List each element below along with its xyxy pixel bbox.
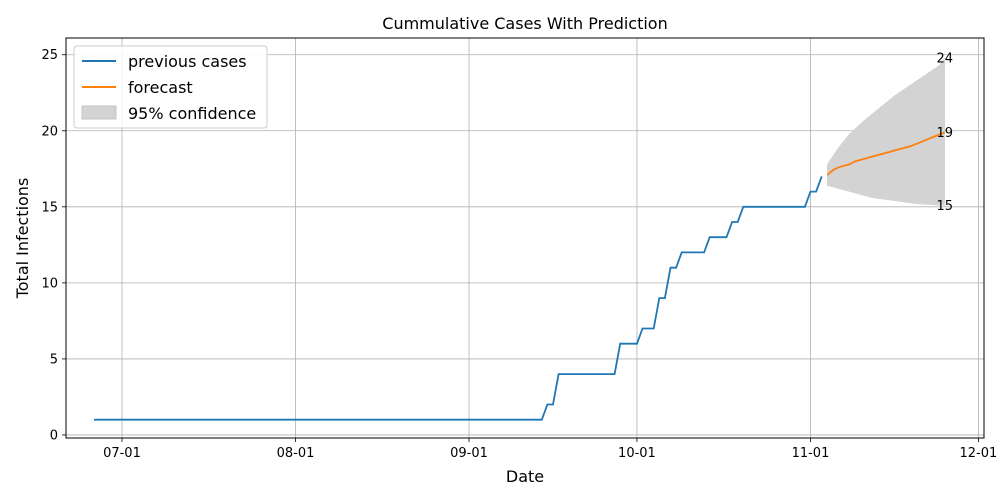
x-axis-ticks: 07-01 08-01 09-01 10-01 11-01 12-01	[103, 438, 997, 461]
legend-label-forecast: forecast	[128, 78, 193, 97]
y-tick-label: 10	[41, 276, 58, 291]
annotations: 24 19 15	[937, 51, 954, 214]
annotation-label: 19	[937, 126, 954, 141]
y-tick-label: 0	[50, 428, 58, 443]
legend-box	[73, 45, 268, 129]
annotation-label: 24	[937, 51, 954, 66]
gridlines	[66, 38, 984, 438]
x-axis-title: Date	[506, 467, 544, 486]
x-tick-label: 07-01	[103, 446, 141, 461]
legend: previous cases forecast 95% confidence	[73, 45, 268, 129]
y-tick-label: 15	[41, 200, 58, 215]
y-tick-label: 5	[50, 352, 58, 367]
x-tick-label: 08-01	[277, 446, 315, 461]
chart-title: Cummulative Cases With Prediction	[382, 14, 667, 33]
x-tick-label: 11-01	[792, 446, 830, 461]
legend-label-previous: previous cases	[128, 52, 247, 71]
x-tick-label: 12-01	[960, 446, 998, 461]
legend-label-confidence: 95% confidence	[128, 104, 256, 123]
plot-frame	[65, 37, 985, 439]
y-tick-label: 20	[41, 124, 58, 139]
confidence-band	[827, 57, 946, 206]
series-layer	[94, 131, 946, 421]
annotation-label: 15	[937, 199, 954, 214]
x-tick-label: 09-01	[450, 446, 488, 461]
legend-swatch-confidence	[81, 105, 117, 120]
y-tick-label: 25	[41, 48, 58, 63]
y-axis-title: Total Infections	[13, 178, 32, 300]
x-tick-label: 10-01	[618, 446, 656, 461]
y-axis-ticks: 0 5 10 15 20 25	[41, 48, 66, 443]
previous-cases-line	[94, 176, 823, 421]
forecast-line	[826, 131, 946, 176]
confidence-band-layer	[827, 57, 946, 206]
